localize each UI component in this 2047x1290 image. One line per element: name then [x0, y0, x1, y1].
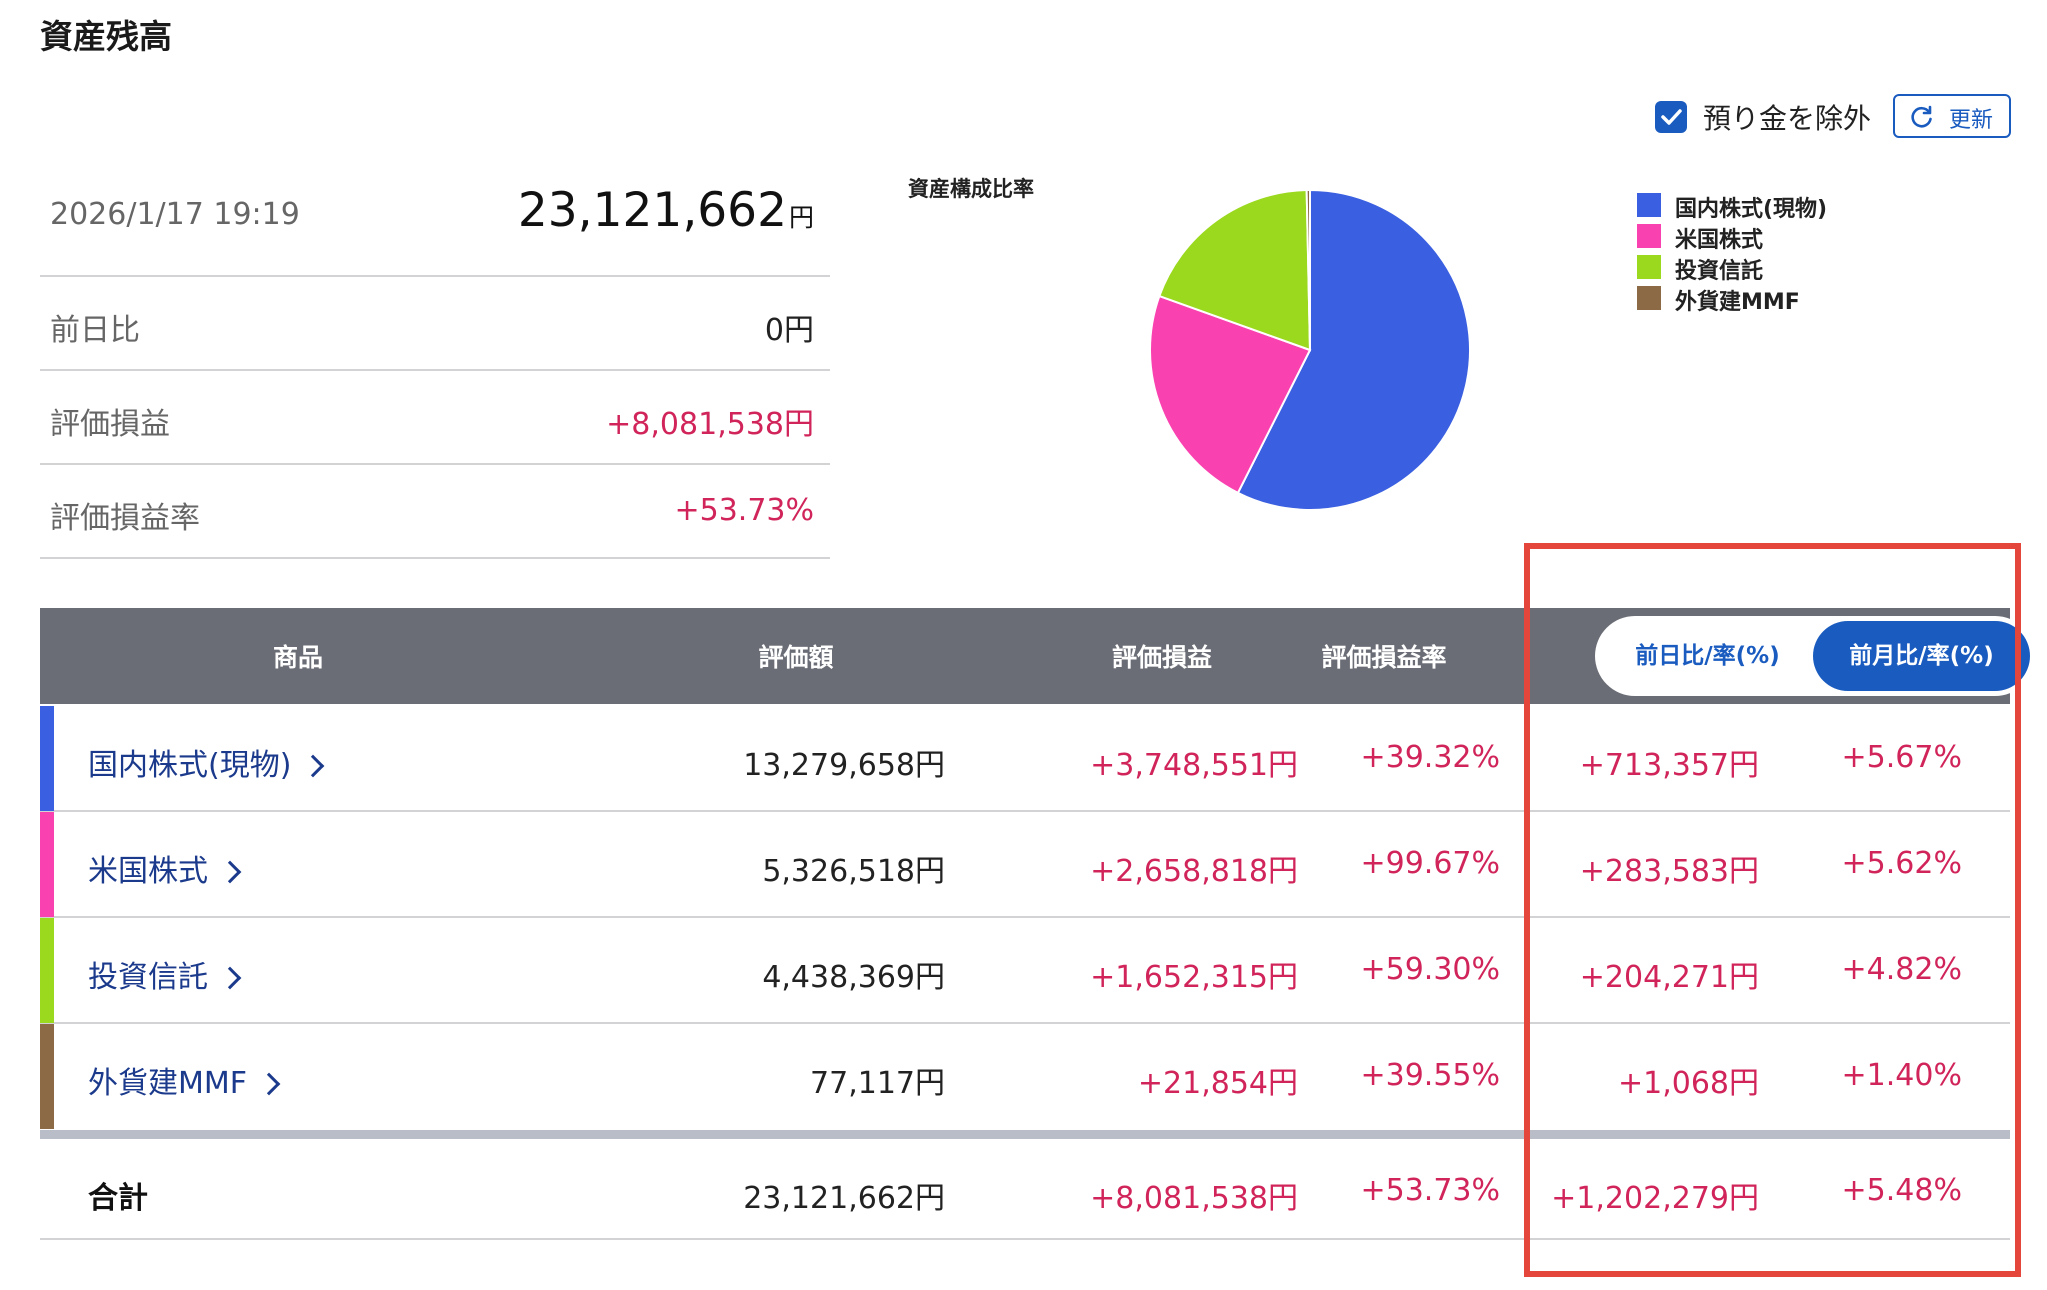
total-value: 23,121,662円 [743, 1181, 945, 1216]
toggle-day-change[interactable]: 前日比/率(%) [1600, 621, 1815, 691]
exclude-deposit-label[interactable]: 預り金を除外 [1703, 102, 1872, 135]
summary-label: 前日比 [50, 313, 140, 348]
cell-pl-rate: +39.32% [1360, 740, 1500, 775]
cell-value: 13,279,658円 [743, 748, 945, 783]
legend-label: 外貨建MMF [1675, 290, 1800, 315]
legend-swatch [1637, 224, 1661, 248]
cell-value: 4,438,369円 [762, 960, 945, 995]
header-pl: 評価損益 [1111, 643, 1213, 672]
header-pl-rate: 評価損益率 [1321, 643, 1447, 672]
cell-value: 5,326,518円 [762, 854, 945, 889]
legend-label: 投資信託 [1675, 259, 1764, 284]
cell-change: +713,357円 [1579, 748, 1759, 783]
exclude-deposit-checkbox[interactable] [1655, 101, 1687, 133]
total-pl-rate: +53.73% [1360, 1173, 1500, 1208]
legend-label: 米国株式 [1675, 228, 1764, 253]
change-period-toggle: 前日比/率(%) 前月比/率(%) [1595, 616, 2035, 696]
table-row: 投資信託 4,438,369円 +1,652,315円 +59.30% +204… [40, 918, 2010, 1024]
pie-slice-1 [1149, 294, 1312, 495]
toggle-month-change[interactable]: 前月比/率(%) [1813, 621, 2030, 691]
product-link[interactable]: 米国株式 [88, 846, 242, 890]
total-change-rate: +5.48% [1841, 1173, 1962, 1208]
cell-change: +283,583円 [1579, 854, 1759, 889]
table-header: 商品 評価額 評価損益 評価損益率 前日比/率(%) 前月比/率(%) [40, 608, 2035, 704]
table-row: 外貨建MMF 77,117円 +21,854円 +39.55% +1,068円 … [40, 1024, 2010, 1129]
summary-datetime: 2026/1/17 19:19 [50, 197, 300, 232]
summary-label: 評価損益 [50, 407, 170, 442]
row-color-bar [40, 918, 54, 1023]
row-color-bar [40, 706, 54, 811]
row-color-bar [40, 1024, 54, 1129]
product-link[interactable]: 外貨建MMF [88, 1058, 281, 1102]
table-row: 米国株式 5,326,518円 +2,658,818円 +99.67% +283… [40, 812, 2010, 918]
cell-pl-rate: +39.55% [1360, 1058, 1500, 1093]
cell-change-rate: +4.82% [1841, 952, 1962, 987]
header-value: 評価額 [758, 643, 834, 672]
chevron-right-icon [302, 754, 325, 778]
total-row: 合計 23,121,662円 +8,081,538円 +53.73% +1,20… [40, 1139, 2010, 1240]
summary-value: +8,081,538円 [606, 407, 814, 442]
page-title: 資産残高 [40, 17, 172, 56]
summary-label: 評価損益率 [50, 501, 200, 536]
total-label: 合計 [88, 1181, 148, 1216]
cell-change-rate: +5.62% [1841, 846, 1962, 881]
cell-value: 77,117円 [810, 1066, 945, 1101]
pie-slice-2 [1158, 189, 1312, 352]
total-pl: +8,081,538円 [1090, 1181, 1298, 1216]
cell-change-rate: +5.67% [1841, 740, 1962, 775]
row-color-bar [40, 812, 54, 917]
table-row: 国内株式(現物) 13,279,658円 +3,748,551円 +39.32%… [40, 706, 2010, 812]
product-link[interactable]: 投資信託 [88, 952, 242, 996]
summary-total-row: 2026/1/17 19:19 23,121,662円 [40, 165, 830, 277]
refresh-icon [1911, 105, 1932, 128]
cell-change-rate: +1.40% [1841, 1058, 1962, 1093]
refresh-label: 更新 [1949, 108, 1994, 133]
total-change: +1,202,279円 [1551, 1181, 1759, 1216]
legend-swatch [1637, 193, 1661, 217]
checkmark-icon [1661, 109, 1682, 125]
legend-swatch [1637, 255, 1661, 279]
pie-slice-0 [1236, 188, 1471, 511]
total-separator [40, 1130, 2010, 1139]
header-product: 商品 [272, 643, 324, 672]
legend-label: 国内株式(現物) [1675, 197, 1828, 222]
cell-pl-rate: +99.67% [1360, 846, 1500, 881]
asset-allocation-pie-chart [1149, 188, 1471, 511]
cell-pl: +21,854円 [1137, 1066, 1298, 1101]
chevron-right-icon [218, 860, 242, 884]
summary-row-pl: 評価損益 +8,081,538円 [40, 371, 830, 465]
summary-row-pl-rate: 評価損益率 +53.73% [40, 465, 830, 559]
cell-pl-rate: +59.30% [1360, 952, 1500, 987]
product-link[interactable]: 国内株式(現物) [88, 740, 325, 784]
summary-total-value: 23,121,662円 [517, 183, 814, 238]
cell-pl: +3,748,551円 [1090, 748, 1298, 783]
pie-slice-3 [1305, 188, 1311, 351]
summary-total-unit: 円 [788, 203, 814, 232]
summary-value: +53.73% [674, 493, 814, 528]
legend-swatch [1637, 286, 1661, 310]
cell-pl: +1,652,315円 [1090, 960, 1298, 995]
cell-pl: +2,658,818円 [1090, 854, 1298, 889]
highlight-frame [1524, 543, 2021, 1277]
refresh-button[interactable]: 更新 [1893, 94, 2011, 138]
chevron-right-icon [257, 1072, 281, 1096]
summary-value: 0円 [764, 313, 814, 348]
summary-row-day-change: 前日比 0円 [40, 277, 830, 371]
chart-title: 資産構成比率 [908, 177, 1034, 201]
cell-change: +1,068円 [1617, 1066, 1759, 1101]
chevron-right-icon [218, 966, 242, 990]
cell-change: +204,271円 [1579, 960, 1759, 995]
